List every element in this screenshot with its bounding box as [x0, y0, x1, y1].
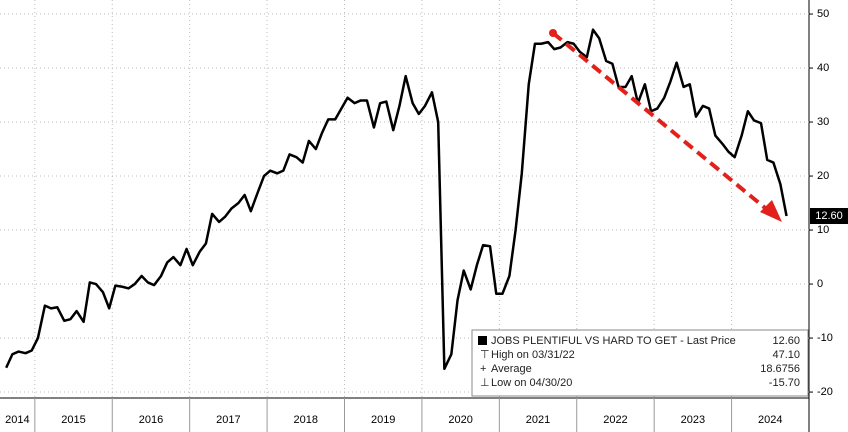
legend-icon: +: [480, 363, 486, 375]
last-price-label: 12.60: [815, 210, 843, 222]
x-tick-label: 2016: [139, 414, 163, 426]
legend-value: 12.60: [772, 335, 800, 347]
legend-box: [471, 329, 809, 397]
x-tick-label: 2019: [371, 414, 395, 426]
legend-icon: ⊥: [480, 377, 490, 389]
legend-value: 18.6756: [760, 363, 800, 375]
arrow-shaft: [551, 31, 772, 214]
legend-label: JOBS PLENTIFUL VS HARD TO GET - Last Pri…: [491, 335, 736, 347]
legend-label: High on 03/31/22: [491, 349, 575, 361]
x-tick-label: 2023: [681, 414, 705, 426]
legend-value: -15.70: [769, 377, 800, 389]
last-price-tag: 12.60: [810, 208, 848, 225]
y-tick-label: -10: [817, 332, 833, 344]
x-tick-label: 2020: [448, 414, 472, 426]
legend-icon: ⊤: [480, 349, 490, 361]
data-line: [5, 28, 788, 371]
legend-value: 47.10: [772, 349, 800, 361]
arrow-head: [760, 200, 782, 222]
y-tick-label: 10: [817, 224, 829, 236]
legend-label: Low on 04/30/20: [491, 377, 572, 389]
x-tick-label: 2022: [603, 414, 627, 426]
legend-swatch: [478, 336, 487, 345]
x-tick-label: 2024: [758, 414, 782, 426]
x-tick-label: 2018: [294, 414, 318, 426]
last-price-box: [810, 208, 848, 225]
y-tick-label: 30: [817, 116, 829, 128]
x-tick-label: 2021: [526, 414, 550, 426]
legend: JOBS PLENTIFUL VS HARD TO GET - Last Pri…: [471, 329, 809, 397]
y-tick-label: -20: [817, 386, 833, 398]
legend-label: Average: [491, 363, 532, 375]
y-tick-label: 0: [817, 278, 823, 290]
x-tick-label: 2014: [5, 414, 29, 426]
trend-arrow: [549, 29, 782, 222]
arrow-start: [549, 29, 557, 37]
x-tick-label: 2017: [216, 414, 240, 426]
y-tick-label: 20: [817, 170, 829, 182]
y-tick-label: 50: [817, 8, 829, 20]
y-tick-label: 40: [817, 62, 829, 74]
x-tick-label: 2015: [61, 414, 85, 426]
plot: [5, 28, 788, 371]
